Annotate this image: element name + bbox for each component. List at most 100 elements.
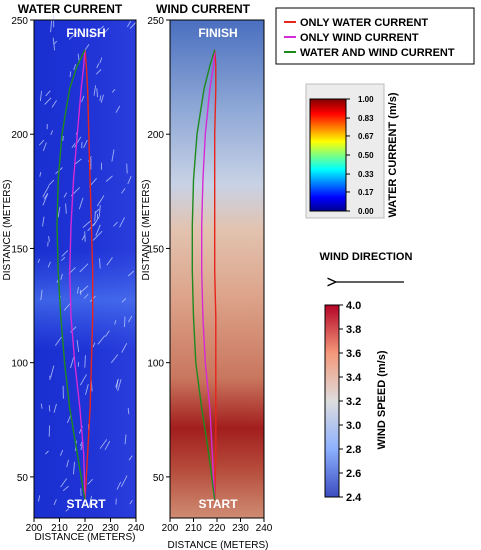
water-flow-streak — [65, 203, 67, 214]
water-flow-streak — [89, 31, 95, 38]
water-flow-streak — [119, 217, 126, 228]
water-flow-streak — [110, 354, 119, 364]
water-flow-streak — [45, 90, 51, 97]
wind-y-tick-label: 200 — [147, 130, 164, 141]
water-flow-streak — [99, 258, 101, 269]
water-flow-streak — [95, 69, 102, 75]
water-flow-streak — [48, 405, 51, 412]
water-flow-streak — [42, 193, 49, 206]
water-flow-streak — [37, 258, 41, 263]
water-flow-streak — [93, 85, 97, 96]
wind-colorbar-tick-label: 3.2 — [346, 396, 361, 408]
water-colorbar-tick-label: 0.33 — [358, 170, 374, 179]
water-flow-streak — [127, 176, 132, 185]
wind-colorbar-tick-label: 2.4 — [346, 492, 362, 504]
water-flow-streak — [78, 197, 84, 210]
water-x-tick-label: 230 — [102, 523, 119, 534]
water-flow-streak — [116, 379, 119, 390]
water-flow-streak — [63, 302, 72, 311]
wind-colorbar-tick-label: 4.0 — [346, 300, 361, 312]
wind-direction-label: WIND DIRECTION — [320, 251, 413, 263]
water-flow-streak — [114, 320, 117, 325]
water-flow-streak — [127, 408, 130, 415]
water-flow-streak — [96, 88, 98, 98]
water-flow-streak — [57, 206, 61, 218]
water-flow-streak — [81, 235, 85, 241]
water-colorbar-tick-label: 1.00 — [358, 95, 374, 104]
water-flow-streak — [83, 139, 88, 148]
water-series-1-line — [68, 49, 86, 500]
water-flow-streak — [127, 270, 135, 277]
water-flow-streak — [124, 316, 126, 328]
water-flow-streak — [126, 20, 132, 28]
water-flow-streak — [50, 130, 54, 135]
water-flow-streak — [105, 330, 110, 337]
water-flow-streak — [128, 455, 133, 461]
legend-label-wind: ONLY WIND CURRENT — [300, 32, 419, 44]
water-flow-streak — [42, 216, 45, 227]
legend-box — [275, 7, 475, 65]
water-flow-streak — [96, 63, 100, 69]
water-flow-streak — [40, 403, 43, 409]
legend-label-both: WATER AND WIND CURRENT — [300, 47, 455, 59]
water-y-axis-label: DISTANCE (METERS) — [2, 180, 13, 281]
water-flow-streak — [81, 95, 85, 103]
water-flow-streak — [85, 383, 89, 395]
wind-x-tick-label: 220 — [209, 523, 226, 534]
water-flow-streak — [54, 336, 62, 346]
wind-colorbar-tick-label: 2.8 — [346, 444, 361, 456]
water-flow-streak — [116, 481, 122, 490]
wind-panel-title: WIND CURRENT — [156, 2, 251, 16]
wind-current-panel: WIND CURRENT FINISH START 50 100 150 200 250… — [141, 2, 273, 550]
water-x-ticks: 200 210 220 230 240 — [26, 518, 145, 534]
water-flow-streak — [92, 230, 103, 241]
water-x-tick-label: 210 — [51, 523, 68, 534]
wind-colorbar-tick-label: 3.4 — [346, 372, 362, 384]
water-flow-streak — [53, 499, 57, 506]
water-flow-streak — [50, 365, 55, 378]
water-colorbar-tick-label: 0.17 — [358, 188, 374, 197]
water-flow-streak — [47, 261, 52, 268]
water-x-tick-label: 200 — [26, 523, 43, 534]
water-flow-streak — [95, 208, 100, 214]
water-flow-streak — [60, 273, 63, 280]
water-flow-streak — [39, 90, 43, 102]
water-flow-streak — [59, 449, 64, 456]
water-flow-streak — [98, 205, 101, 217]
water-x-tick-label: 220 — [77, 523, 94, 534]
water-colorbar-ticks: 1.00 0.83 0.67 0.50 0.33 0.17 0.00 — [346, 95, 374, 216]
water-flow-streak — [40, 289, 43, 301]
water-flow-streak — [117, 379, 122, 392]
water-flow-streak — [66, 459, 69, 468]
water-flow-streak — [37, 495, 41, 502]
water-y-tick-label: 200 — [11, 130, 28, 141]
water-flow-streak — [71, 143, 76, 149]
wind-y-tick-label: 100 — [147, 359, 164, 370]
water-current-panel: WATER CURRENT FINISH START 50 100 150 200 25… — [2, 2, 145, 543]
wind-colorbar-tick-label: 2.6 — [346, 468, 361, 480]
water-flow-streak — [75, 158, 82, 165]
water-flow-streak — [128, 315, 133, 323]
water-flow-streak — [42, 142, 47, 151]
water-flow-streak — [65, 508, 70, 512]
wind-series-2-line — [191, 49, 216, 500]
water-y-tick-label: 100 — [11, 359, 28, 370]
wind-y-tick-label: 150 — [147, 244, 164, 255]
water-flow-streak — [62, 135, 64, 142]
water-flow-streak — [73, 461, 75, 475]
water-flow-streak — [100, 94, 104, 103]
water-flow-streak — [121, 342, 128, 353]
water-flow-streak — [73, 63, 77, 71]
water-y-tick-label: 50 — [17, 473, 29, 484]
water-flow-streak — [44, 97, 52, 105]
wind-x-axis-label: DISTANCE (METERS) — [168, 540, 269, 550]
water-flow-streak — [105, 175, 113, 182]
water-finish-label: FINISH — [66, 26, 105, 40]
water-flow-streak — [62, 485, 69, 492]
wind-x-ticks: 200 210 220 230 240 — [162, 518, 273, 534]
water-flow-streak — [53, 40, 58, 45]
water-flow-streak — [60, 478, 68, 488]
water-flow-streak — [76, 340, 80, 352]
water-y-ticks: 50 100 150 200 250 — [11, 16, 34, 484]
